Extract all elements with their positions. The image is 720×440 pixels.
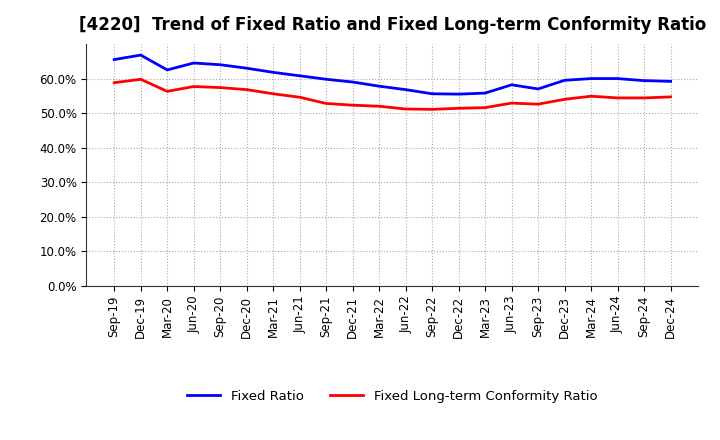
Fixed Ratio — [481, 91, 490, 96]
Fixed Long-term Conformity Ratio — [481, 105, 490, 110]
Fixed Long-term Conformity Ratio — [587, 94, 595, 99]
Fixed Long-term Conformity Ratio — [454, 106, 463, 111]
Fixed Long-term Conformity Ratio — [348, 103, 357, 108]
Fixed Ratio — [243, 66, 251, 71]
Fixed Long-term Conformity Ratio — [666, 94, 675, 99]
Fixed Long-term Conformity Ratio — [534, 102, 542, 107]
Fixed Ratio — [587, 76, 595, 81]
Fixed Long-term Conformity Ratio — [269, 91, 277, 96]
Fixed Ratio — [640, 78, 649, 83]
Fixed Long-term Conformity Ratio — [136, 77, 145, 82]
Fixed Ratio — [136, 52, 145, 58]
Fixed Ratio — [375, 84, 384, 89]
Fixed Long-term Conformity Ratio — [295, 95, 304, 100]
Legend: Fixed Ratio, Fixed Long-term Conformity Ratio: Fixed Ratio, Fixed Long-term Conformity … — [182, 385, 603, 408]
Fixed Ratio — [189, 60, 198, 66]
Fixed Ratio — [348, 79, 357, 84]
Fixed Ratio — [560, 77, 569, 83]
Fixed Long-term Conformity Ratio — [508, 100, 516, 106]
Fixed Ratio — [401, 87, 410, 92]
Fixed Long-term Conformity Ratio — [243, 87, 251, 92]
Fixed Long-term Conformity Ratio — [110, 80, 119, 85]
Fixed Long-term Conformity Ratio — [560, 97, 569, 102]
Fixed Long-term Conformity Ratio — [163, 89, 171, 94]
Fixed Long-term Conformity Ratio — [322, 101, 330, 106]
Fixed Ratio — [322, 77, 330, 82]
Line: Fixed Ratio: Fixed Ratio — [114, 55, 670, 94]
Fixed Ratio — [110, 57, 119, 62]
Fixed Ratio — [269, 70, 277, 75]
Fixed Ratio — [534, 86, 542, 92]
Fixed Ratio — [454, 92, 463, 97]
Fixed Ratio — [428, 91, 436, 96]
Title: [4220]  Trend of Fixed Ratio and Fixed Long-term Conformity Ratio: [4220] Trend of Fixed Ratio and Fixed Lo… — [78, 16, 706, 34]
Fixed Long-term Conformity Ratio — [401, 106, 410, 112]
Fixed Long-term Conformity Ratio — [428, 106, 436, 112]
Fixed Ratio — [163, 67, 171, 73]
Fixed Long-term Conformity Ratio — [216, 85, 225, 90]
Fixed Ratio — [508, 82, 516, 88]
Line: Fixed Long-term Conformity Ratio: Fixed Long-term Conformity Ratio — [114, 79, 670, 109]
Fixed Ratio — [295, 73, 304, 78]
Fixed Ratio — [666, 79, 675, 84]
Fixed Ratio — [216, 62, 225, 67]
Fixed Long-term Conformity Ratio — [640, 95, 649, 101]
Fixed Long-term Conformity Ratio — [189, 84, 198, 89]
Fixed Long-term Conformity Ratio — [375, 103, 384, 109]
Fixed Ratio — [613, 76, 622, 81]
Fixed Long-term Conformity Ratio — [613, 95, 622, 101]
